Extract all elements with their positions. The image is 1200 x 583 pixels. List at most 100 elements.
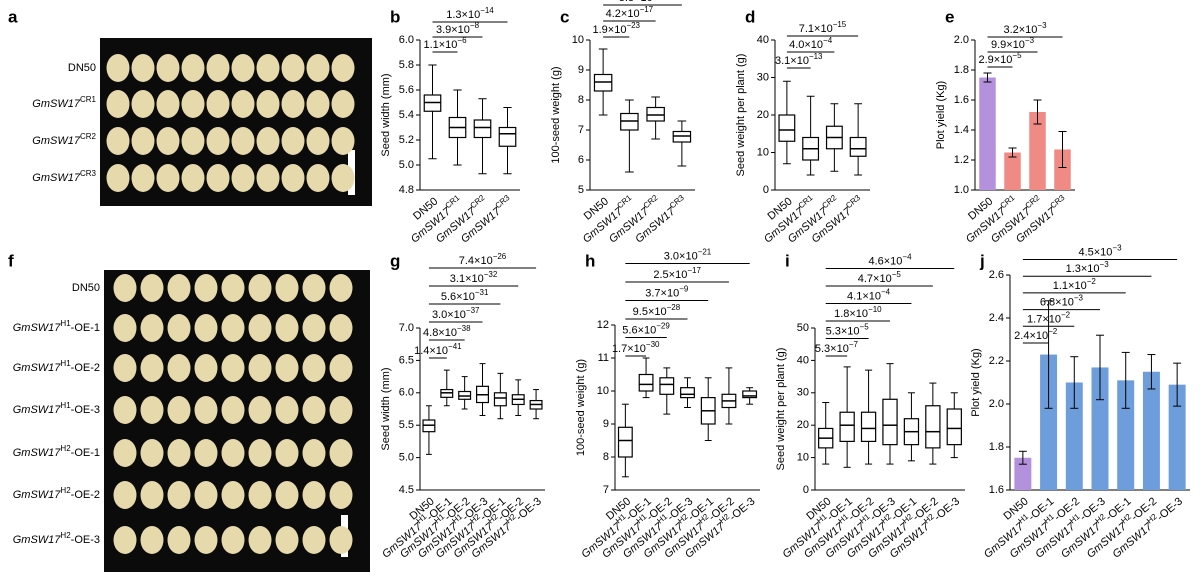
seed	[221, 526, 245, 554]
text-part: 2.4×10	[1014, 330, 1048, 342]
text-part: −5	[892, 270, 902, 279]
y-tick-label: 4.5	[399, 484, 414, 496]
text-part: −7	[849, 340, 859, 349]
text-part: -OE-1	[71, 447, 100, 459]
seed	[167, 481, 191, 509]
text-part: −3	[1074, 293, 1084, 302]
p-value: 2.5×10−17	[653, 266, 701, 281]
text-part: CR2	[820, 192, 838, 210]
text-part: 5.3×10	[815, 343, 849, 355]
seed	[275, 396, 299, 424]
text-part: −21	[698, 247, 712, 256]
y-tick-label: 40	[757, 34, 769, 46]
text-part: −13	[809, 52, 823, 61]
text-part: -OE-2	[71, 489, 100, 501]
seed	[131, 90, 155, 118]
text-part: −5	[1012, 51, 1022, 60]
text-part: 2.5×10	[653, 269, 687, 281]
box	[617, 426, 633, 458]
seed	[140, 481, 164, 509]
text-part: GmSW17	[13, 489, 62, 501]
seed	[221, 396, 245, 424]
text-part: 3.1×10	[775, 55, 809, 67]
seed	[181, 90, 205, 118]
text-part: −8	[470, 21, 480, 30]
text-part: 4.0×10	[789, 39, 823, 51]
text-part: H1	[60, 359, 71, 368]
seed	[248, 396, 272, 424]
p-value: 6.8×10−3	[1040, 293, 1084, 308]
row-label: GmSW17H1-OE-3	[13, 401, 100, 416]
row-label: GmSW17H1-OE-2	[13, 359, 100, 374]
y-tick-label: 50	[797, 322, 809, 334]
text-part: −29	[656, 321, 670, 330]
seed	[206, 127, 230, 155]
text-part: 1.7×10	[612, 343, 646, 355]
box	[680, 387, 695, 399]
text-part: CR3	[493, 192, 511, 210]
box	[742, 390, 758, 399]
text-part: CR3	[668, 192, 686, 210]
box	[638, 373, 654, 392]
y-tick-label: 0	[803, 484, 809, 496]
y-tick-label: 8	[578, 94, 584, 106]
seed	[156, 90, 180, 118]
seed	[302, 481, 326, 509]
text-part: 3.8×10	[619, 0, 653, 4]
text-part: GmSW17	[13, 534, 62, 546]
seed	[167, 314, 191, 342]
seed	[329, 481, 353, 509]
seed	[194, 274, 218, 302]
text-part: 5.3×10	[826, 325, 860, 337]
y-tick-label: 2.2	[989, 355, 1004, 367]
text-part: −3	[1100, 260, 1110, 269]
seed	[131, 54, 155, 82]
y-tick-label: 2.0	[989, 398, 1004, 410]
y-axis-label: 100-seed weight (g)	[575, 359, 587, 456]
seed	[140, 396, 164, 424]
panel-letter: b	[390, 7, 400, 26]
text-part: 1.1×10	[423, 39, 457, 51]
y-tick-label: 6.0	[399, 387, 414, 399]
seed	[113, 396, 137, 424]
seed	[181, 54, 205, 82]
seed	[256, 164, 280, 192]
seed	[256, 54, 280, 82]
seed	[302, 314, 326, 342]
seed	[106, 127, 130, 155]
seed	[329, 314, 353, 342]
text-part: −38	[457, 324, 471, 333]
row-label: GmSW17H2-OE-1	[13, 444, 100, 459]
seed	[194, 314, 218, 342]
y-tick-label: 1.6	[989, 484, 1004, 496]
seed	[306, 127, 330, 155]
text-part: −3	[1112, 243, 1122, 252]
p-value: 4.0×10−4	[789, 36, 833, 51]
y-tick-label: 2.6	[989, 269, 1004, 281]
seed	[106, 54, 130, 82]
seed	[167, 526, 191, 554]
text-part: CR1	[796, 192, 814, 210]
seed	[194, 396, 218, 424]
y-tick-label: 40	[797, 354, 809, 366]
p-value: 1.4×10−41	[414, 342, 462, 357]
text-part: GmSW17	[13, 322, 62, 334]
p-value: 1.3×10−3	[1066, 260, 1110, 275]
text-part: 3.2×10	[1003, 24, 1037, 36]
seed	[106, 90, 130, 118]
text-part: −32	[484, 270, 498, 279]
y-tick-label: 8	[603, 451, 609, 463]
seed	[231, 164, 255, 192]
seed	[248, 526, 272, 554]
seed	[194, 526, 218, 554]
y-tick-label: 1.2	[954, 154, 969, 166]
text-part: CR1	[443, 192, 461, 210]
seed	[275, 314, 299, 342]
seed	[194, 481, 218, 509]
text-part: GmSW17	[13, 362, 62, 374]
text-part: CR2	[641, 192, 659, 210]
row-label: DN50	[68, 62, 96, 74]
box	[946, 408, 962, 446]
seed	[275, 481, 299, 509]
bar	[1014, 457, 1032, 490]
